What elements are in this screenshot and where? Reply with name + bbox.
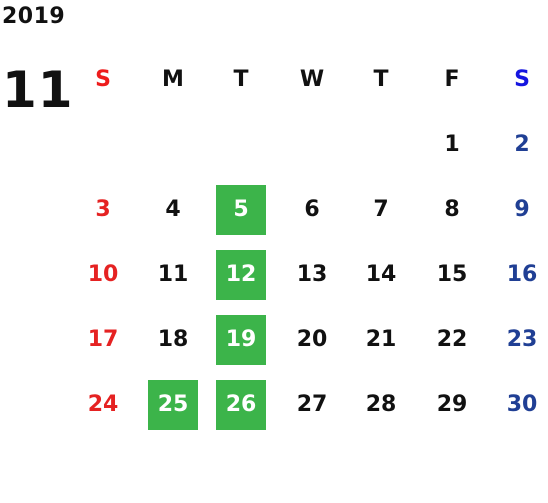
day-cell[interactable]: 20 — [296, 327, 328, 352]
weekday-header-tuesday: T — [233, 67, 249, 92]
week-row-2: 3 4 5 6 7 8 9 — [67, 178, 548, 243]
day-cell[interactable]: 4 — [165, 197, 181, 222]
day-cell[interactable]: 2 — [514, 132, 530, 157]
day-cell[interactable]: 17 — [87, 327, 119, 352]
empty-day-cell — [356, 120, 406, 170]
empty-day-cell — [78, 120, 128, 170]
day-cell[interactable]: 24 — [87, 392, 119, 417]
highlighted-day-cell[interactable]: 26 — [216, 380, 266, 430]
day-cell[interactable]: 6 — [304, 197, 320, 222]
week-row-5: 24 25 26 27 28 29 30 — [67, 373, 548, 438]
empty-day-cell — [216, 120, 266, 170]
week-row-3: 10 11 12 13 14 15 16 — [67, 243, 548, 308]
highlighted-day-cell[interactable]: 5 — [216, 185, 266, 235]
weekday-header-saturday: S — [514, 67, 530, 92]
day-cell[interactable]: 30 — [506, 392, 538, 417]
day-cell[interactable]: 23 — [506, 327, 538, 352]
weekday-header-row: S M T W T F S — [67, 48, 548, 113]
calendar-grid: S M T W T F S 1 2 3 4 5 6 7 8 9 10 11 12… — [67, 48, 548, 438]
day-cell[interactable]: 11 — [157, 262, 189, 287]
day-cell[interactable]: 21 — [365, 327, 397, 352]
day-cell[interactable]: 8 — [444, 197, 460, 222]
day-cell[interactable]: 14 — [365, 262, 397, 287]
day-cell[interactable]: 18 — [157, 327, 189, 352]
weekday-header-sunday: S — [95, 67, 111, 92]
day-cell[interactable]: 3 — [95, 197, 111, 222]
empty-day-cell — [148, 120, 198, 170]
day-cell[interactable]: 13 — [296, 262, 328, 287]
weekday-header-thursday: T — [373, 67, 389, 92]
day-cell[interactable]: 22 — [436, 327, 468, 352]
year-label: 2019 — [2, 4, 66, 29]
day-cell[interactable]: 1 — [444, 132, 460, 157]
weekday-header-wednesday: W — [299, 67, 325, 92]
empty-day-cell — [287, 120, 337, 170]
weekday-header-friday: F — [444, 67, 460, 92]
highlighted-day-cell[interactable]: 19 — [216, 315, 266, 365]
week-row-1: 1 2 — [67, 113, 548, 178]
day-cell[interactable]: 9 — [514, 197, 530, 222]
day-cell[interactable]: 28 — [365, 392, 397, 417]
month-label: 11 — [2, 61, 74, 119]
weekday-header-monday: M — [162, 67, 184, 92]
day-cell[interactable]: 15 — [436, 262, 468, 287]
day-cell[interactable]: 29 — [436, 392, 468, 417]
highlighted-day-cell[interactable]: 12 — [216, 250, 266, 300]
day-cell[interactable]: 10 — [87, 262, 119, 287]
week-row-4: 17 18 19 20 21 22 23 — [67, 308, 548, 373]
day-cell[interactable]: 16 — [506, 262, 538, 287]
day-cell[interactable]: 27 — [296, 392, 328, 417]
day-cell[interactable]: 7 — [373, 197, 389, 222]
highlighted-day-cell[interactable]: 25 — [148, 380, 198, 430]
